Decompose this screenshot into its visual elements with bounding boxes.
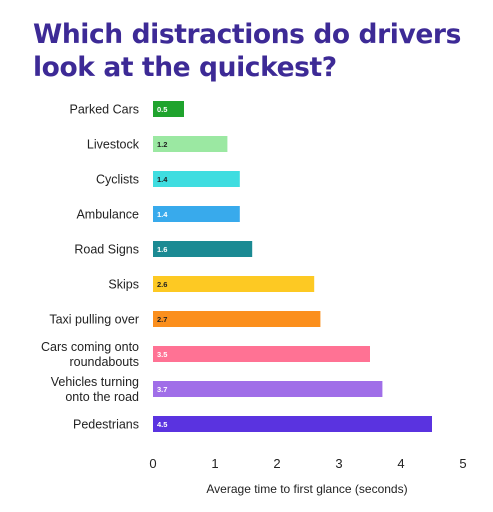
- category-label-3: Ambulance: [76, 208, 139, 222]
- category-label-9: Pedestrians: [73, 418, 139, 432]
- x-axis-title: Average time to first glance (seconds): [206, 482, 407, 496]
- x-tick-label-0: 0: [149, 456, 156, 471]
- bar-3: [153, 206, 240, 222]
- bar-2: [153, 171, 240, 187]
- bar-value-label-6: 2.7: [157, 315, 167, 324]
- bar-value-label-3: 1.4: [157, 210, 168, 219]
- category-label-6: Taxi pulling over: [49, 313, 139, 327]
- x-tick-label-3: 3: [335, 456, 342, 471]
- x-tick-label-1: 1: [211, 456, 218, 471]
- bar-value-label-7: 3.5: [157, 350, 167, 359]
- category-label-0: Parked Cars: [70, 103, 139, 117]
- bar-1: [153, 136, 228, 152]
- category-label-7: Cars coming onto roundabouts: [41, 340, 139, 369]
- x-tick-label-4: 4: [397, 456, 404, 471]
- bar-9: [153, 416, 432, 432]
- bar-value-label-9: 4.5: [157, 420, 167, 429]
- bar-8: [153, 381, 383, 397]
- bar-value-label-0: 0.5: [157, 105, 167, 114]
- bar-value-label-8: 3.7: [157, 385, 167, 394]
- chart-title-line-2: look at the quickest?: [33, 52, 337, 83]
- bar-6: [153, 311, 321, 327]
- x-tick-label-5: 5: [459, 456, 466, 471]
- x-tick-label-2: 2: [273, 456, 280, 471]
- chart-title: Which distractions do drivers look at th…: [33, 18, 483, 84]
- bar-value-label-5: 2.6: [157, 280, 167, 289]
- bar-4: [153, 241, 253, 257]
- category-label-5: Skips: [108, 278, 139, 292]
- bar-value-label-2: 1.4: [157, 175, 168, 184]
- bar-5: [153, 276, 315, 292]
- bar-7: [153, 346, 370, 362]
- category-label-1: Livestock: [87, 138, 140, 152]
- category-label-2: Cyclists: [96, 173, 139, 187]
- bar-value-label-1: 1.2: [157, 140, 167, 149]
- category-label-8: Vehicles turning onto the road: [51, 375, 139, 404]
- bar-value-label-4: 1.6: [157, 245, 167, 254]
- category-label-4: Road Signs: [74, 243, 139, 257]
- bar-0: [153, 101, 184, 117]
- chart-title-line-1: Which distractions do drivers: [33, 19, 461, 50]
